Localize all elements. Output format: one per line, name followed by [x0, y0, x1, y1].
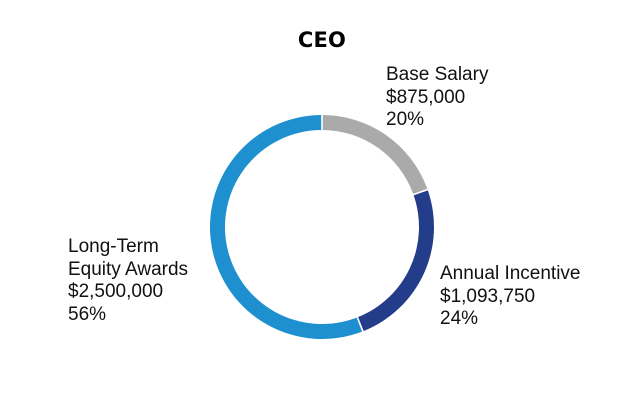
donut-slice-base-salary [322, 115, 428, 194]
chart-title: CEO [297, 28, 347, 52]
slice-label-name: Annual Incentive [440, 263, 581, 284]
slice-label-amount: $2,500,000 [68, 281, 164, 302]
slice-label-base-salary: Base Salary $875,000 20% [386, 64, 488, 132]
slice-label-annual-incentive: Annual Incentive $1,093,750 24% [440, 263, 581, 331]
slice-label-name-line-2: Equity Awards [68, 258, 189, 280]
slice-label-percent: 56% [68, 303, 107, 325]
slice-label-percent: 20% [386, 109, 425, 130]
slice-label-name: Base Salary [386, 64, 489, 85]
slice-label-name-line-1: Long-Term [68, 236, 159, 257]
slice-label-percent: 24% [440, 308, 479, 329]
slice-label-amount: $1,093,750 [440, 285, 536, 307]
slice-label-amount: $875,000 [386, 86, 466, 108]
donut-slice-long-term-equity [210, 115, 363, 340]
slice-label-long-term-equity: Long-Term Equity Awards $2,500,000 56% [68, 236, 188, 326]
donut-slice-annual-incentive [358, 190, 435, 331]
